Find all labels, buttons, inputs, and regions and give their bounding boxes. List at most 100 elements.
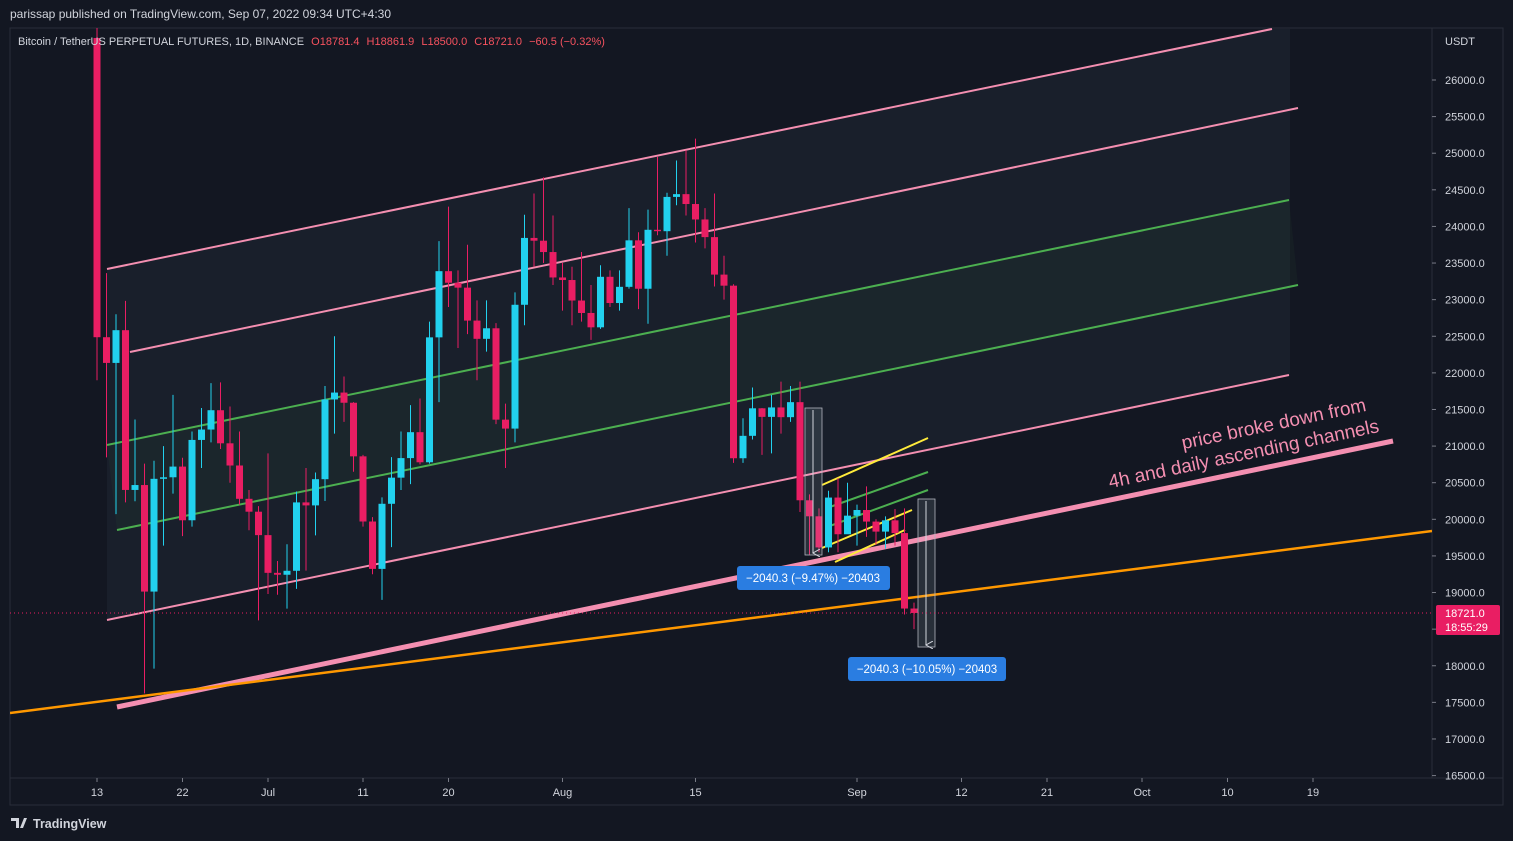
chart-pane: [9, 27, 1433, 779]
candle-body: [863, 510, 870, 522]
candle-body: [131, 485, 139, 490]
candle-body: [730, 285, 737, 459]
small-channel-line: [826, 471, 929, 509]
y-tick-label: 24500.0: [1445, 185, 1485, 197]
x-tick-label: Sep: [847, 787, 867, 799]
candle-body: [397, 458, 405, 478]
candle-body: [245, 498, 253, 512]
candle-body: [635, 240, 642, 289]
published-line: parissap published on TradingView.com, S…: [10, 7, 391, 21]
candle-body: [331, 392, 338, 400]
candle-body: [825, 497, 832, 548]
candle-body: [483, 328, 490, 339]
candle-body: [378, 503, 386, 569]
candle-body: [169, 466, 177, 478]
candle-body: [777, 407, 785, 418]
measure-label-box: [737, 566, 890, 590]
candle-body: [853, 510, 861, 516]
brand: TradingView: [11, 817, 107, 831]
candle-body: [682, 194, 690, 205]
y-tick-label: 19500.0: [1445, 551, 1485, 563]
candle-body: [720, 274, 728, 286]
candle-body: [663, 196, 671, 232]
candle-body: [426, 337, 433, 463]
candle-body: [758, 408, 766, 417]
candle-body: [388, 477, 395, 504]
candle-body: [844, 515, 851, 535]
channel-line: [106, 374, 1290, 621]
candle-body: [236, 465, 243, 499]
candle-body: [882, 520, 889, 532]
candle-body: [103, 337, 110, 363]
measure-label-box: [848, 657, 1006, 681]
trend-line: [10, 529, 1432, 715]
candle-body: [654, 229, 661, 232]
measure-label: −2040.3 (−10.05%) −20403: [857, 664, 997, 676]
candle-body: [796, 402, 804, 501]
candle-body: [578, 300, 585, 313]
y-tick-label: 21500.0: [1445, 404, 1485, 416]
candle-body: [872, 521, 880, 532]
measures: −2040.3 (−9.47%) −20403 −2040.3 (−10.05%…: [737, 407, 1006, 681]
candle-body: [321, 399, 329, 480]
y-tick-label: 16500.0: [1445, 771, 1485, 783]
y-tick-label: 22500.0: [1445, 331, 1485, 343]
candle-body: [891, 520, 899, 534]
y-tick-label: 25000.0: [1445, 148, 1485, 160]
candle-body: [122, 330, 129, 490]
candle-body: [492, 328, 500, 420]
y-tick-label: 20500.0: [1445, 478, 1485, 490]
candle-body: [274, 572, 281, 575]
candle-body: [150, 478, 158, 592]
candle-body: [587, 312, 595, 328]
candle-body: [198, 429, 205, 440]
candle-body: [93, 37, 101, 338]
x-tick-label: Oct: [1133, 787, 1150, 799]
candle-body: [768, 407, 775, 417]
candle-body: [141, 485, 148, 592]
candle-body: [787, 402, 794, 418]
y-tick-label: 18000.0: [1445, 661, 1485, 673]
y-tick-label: 20000.0: [1445, 514, 1485, 526]
candle-body: [445, 271, 452, 283]
candle-body: [597, 276, 604, 328]
candle-body: [407, 432, 414, 459]
candles: [93, 28, 918, 694]
candle-body: [226, 443, 234, 466]
x-tick-label: 15: [689, 787, 701, 799]
candle-body: [521, 237, 528, 305]
x-tick-label: 12: [955, 787, 967, 799]
candle-body: [264, 535, 272, 573]
candle-body: [359, 456, 367, 522]
candle-body: [502, 419, 509, 429]
measure-label: −2040.3 (−9.47%) −20403: [746, 573, 880, 585]
x-tick-label: 19: [1307, 787, 1319, 799]
brand-logo: [11, 818, 27, 828]
candle-body: [416, 432, 424, 463]
x-tick-label: 22: [176, 787, 188, 799]
legend-value: C18721.0: [474, 36, 522, 48]
candle-body: [473, 320, 481, 339]
y-tick-label: 26000.0: [1445, 75, 1485, 87]
candle-body: [369, 521, 376, 569]
candle-body: [910, 608, 918, 613]
candle-body: [293, 502, 300, 571]
candle-body: [302, 502, 310, 506]
candle-body: [283, 570, 291, 575]
y-tick-label: 23500.0: [1445, 258, 1485, 270]
candle-body: [644, 229, 652, 289]
candle-body: [160, 477, 167, 479]
x-tick-label: Aug: [553, 787, 573, 799]
small-channel-line: [834, 529, 906, 563]
candle-body: [692, 204, 699, 220]
price-axis: [1431, 27, 1504, 779]
y-tick-label: 25500.0: [1445, 112, 1485, 124]
channel-fill: [107, 200, 1298, 530]
candle-body: [454, 282, 462, 288]
candle-body: [711, 237, 718, 275]
candle-body: [749, 408, 756, 436]
channel-line: [106, 199, 1290, 446]
axis-unit: USDT: [1445, 36, 1475, 48]
